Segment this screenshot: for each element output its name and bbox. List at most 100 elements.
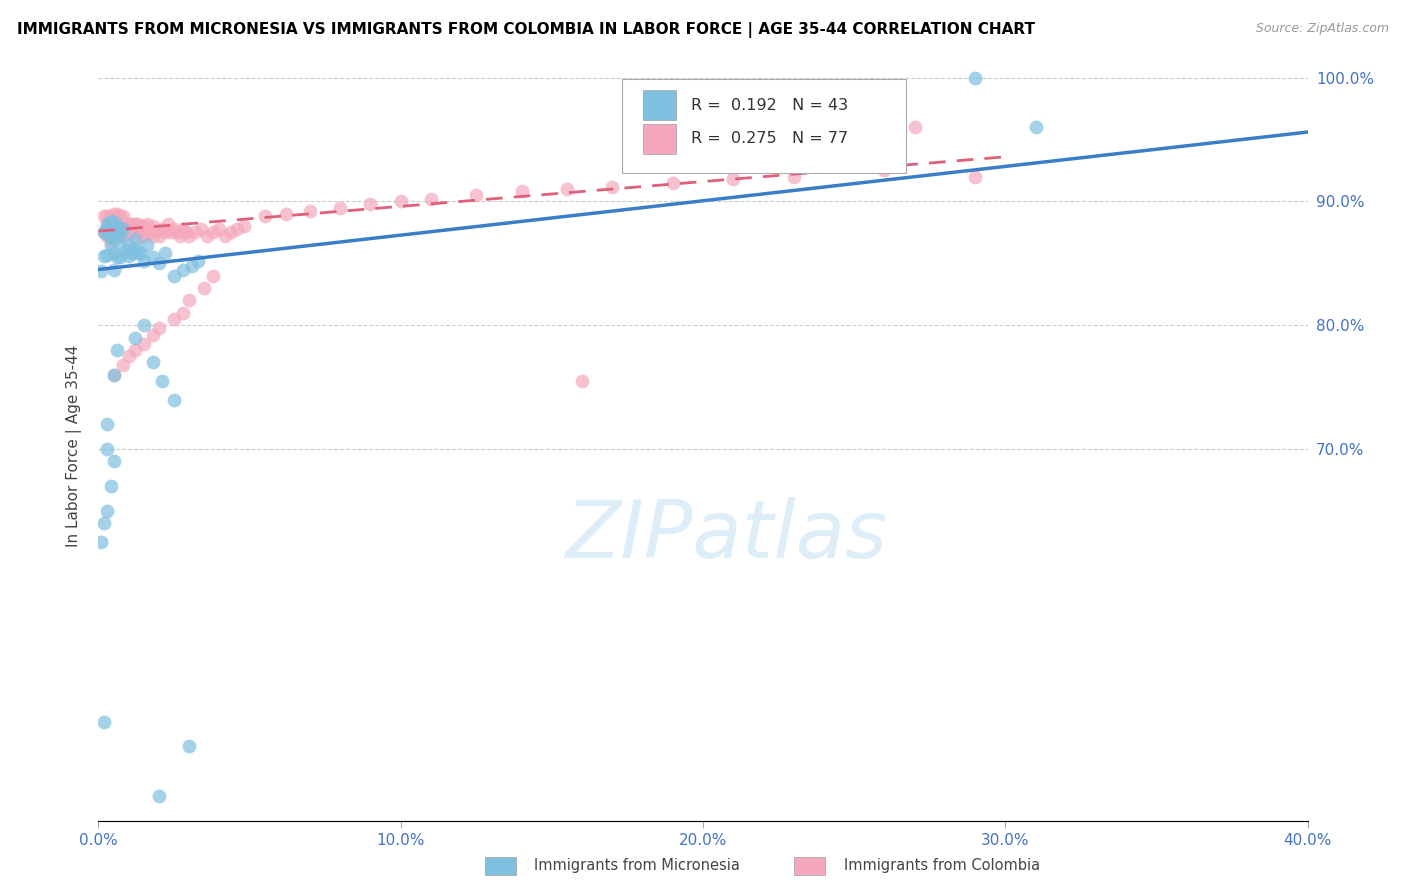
- Point: [150, 221, 173, 235]
- Point: [111, 209, 134, 223]
- Point: [90, 535, 112, 549]
- Point: [105, 225, 128, 239]
- Point: [124, 343, 146, 357]
- Point: [723, 172, 745, 186]
- Point: [103, 262, 125, 277]
- Point: [148, 229, 170, 244]
- Point: [274, 207, 297, 221]
- Point: [692, 151, 714, 165]
- Point: [129, 229, 152, 244]
- Point: [114, 217, 136, 231]
- FancyBboxPatch shape: [643, 124, 676, 153]
- Point: [93, 249, 115, 263]
- Point: [103, 229, 125, 244]
- Point: [132, 219, 155, 234]
- Point: [555, 182, 578, 196]
- Point: [232, 219, 254, 234]
- Point: [661, 176, 683, 190]
- Point: [163, 312, 186, 326]
- Point: [148, 789, 170, 803]
- Point: [179, 293, 201, 308]
- Point: [93, 225, 115, 239]
- Point: [103, 219, 125, 234]
- Point: [124, 217, 146, 231]
- Point: [96, 209, 118, 223]
- Point: [105, 217, 128, 231]
- Point: [221, 225, 243, 239]
- Text: Source: ZipAtlas.com: Source: ZipAtlas.com: [1256, 22, 1389, 36]
- Point: [103, 215, 125, 229]
- Point: [121, 217, 143, 231]
- Point: [465, 188, 488, 202]
- Point: [169, 229, 191, 244]
- Point: [100, 209, 122, 223]
- Point: [132, 229, 155, 244]
- Point: [135, 225, 157, 239]
- Point: [226, 221, 249, 235]
- Point: [132, 318, 155, 333]
- Point: [179, 739, 201, 754]
- Point: [202, 268, 225, 283]
- Point: [193, 281, 215, 295]
- Point: [118, 237, 141, 252]
- Point: [153, 225, 176, 239]
- Point: [96, 417, 118, 432]
- Point: [166, 225, 188, 239]
- Point: [202, 225, 225, 239]
- Point: [100, 237, 122, 252]
- Point: [103, 231, 125, 245]
- Point: [96, 219, 118, 234]
- Point: [965, 70, 987, 85]
- Point: [156, 217, 179, 231]
- Point: [111, 242, 134, 256]
- Point: [179, 229, 201, 244]
- Point: [174, 225, 197, 239]
- Text: ZIPatlas: ZIPatlas: [567, 497, 889, 575]
- Point: [127, 217, 149, 231]
- Point: [389, 194, 412, 209]
- Point: [142, 219, 165, 234]
- Point: [93, 209, 115, 223]
- Point: [190, 221, 212, 235]
- Point: [172, 262, 194, 277]
- Point: [114, 244, 136, 258]
- FancyBboxPatch shape: [643, 90, 676, 120]
- Point: [124, 225, 146, 239]
- Point: [127, 246, 149, 260]
- Point: [100, 479, 122, 493]
- Point: [873, 163, 896, 178]
- Point: [360, 197, 382, 211]
- Point: [965, 169, 987, 184]
- Point: [214, 229, 236, 244]
- Point: [124, 242, 146, 256]
- Point: [124, 331, 146, 345]
- Point: [103, 368, 125, 382]
- Point: [118, 225, 141, 239]
- Point: [571, 374, 593, 388]
- Point: [142, 250, 165, 264]
- Point: [111, 221, 134, 235]
- Text: Immigrants from Colombia: Immigrants from Colombia: [844, 858, 1039, 872]
- Point: [139, 225, 162, 239]
- Point: [103, 225, 125, 239]
- Point: [105, 250, 128, 264]
- Point: [148, 256, 170, 270]
- Point: [108, 221, 131, 235]
- Point: [100, 214, 122, 228]
- Point: [329, 201, 352, 215]
- Point: [783, 169, 806, 184]
- Point: [114, 225, 136, 239]
- Point: [420, 192, 443, 206]
- Point: [163, 221, 186, 235]
- Point: [602, 179, 624, 194]
- Text: R =  0.275   N = 77: R = 0.275 N = 77: [690, 131, 848, 146]
- FancyBboxPatch shape: [621, 78, 905, 172]
- Point: [93, 714, 115, 729]
- Point: [148, 320, 170, 334]
- Text: R =  0.192   N = 43: R = 0.192 N = 43: [690, 97, 848, 112]
- Point: [142, 229, 165, 244]
- Point: [118, 249, 141, 263]
- Y-axis label: In Labor Force | Age 35-44: In Labor Force | Age 35-44: [66, 345, 83, 547]
- Point: [208, 221, 231, 235]
- Point: [142, 355, 165, 369]
